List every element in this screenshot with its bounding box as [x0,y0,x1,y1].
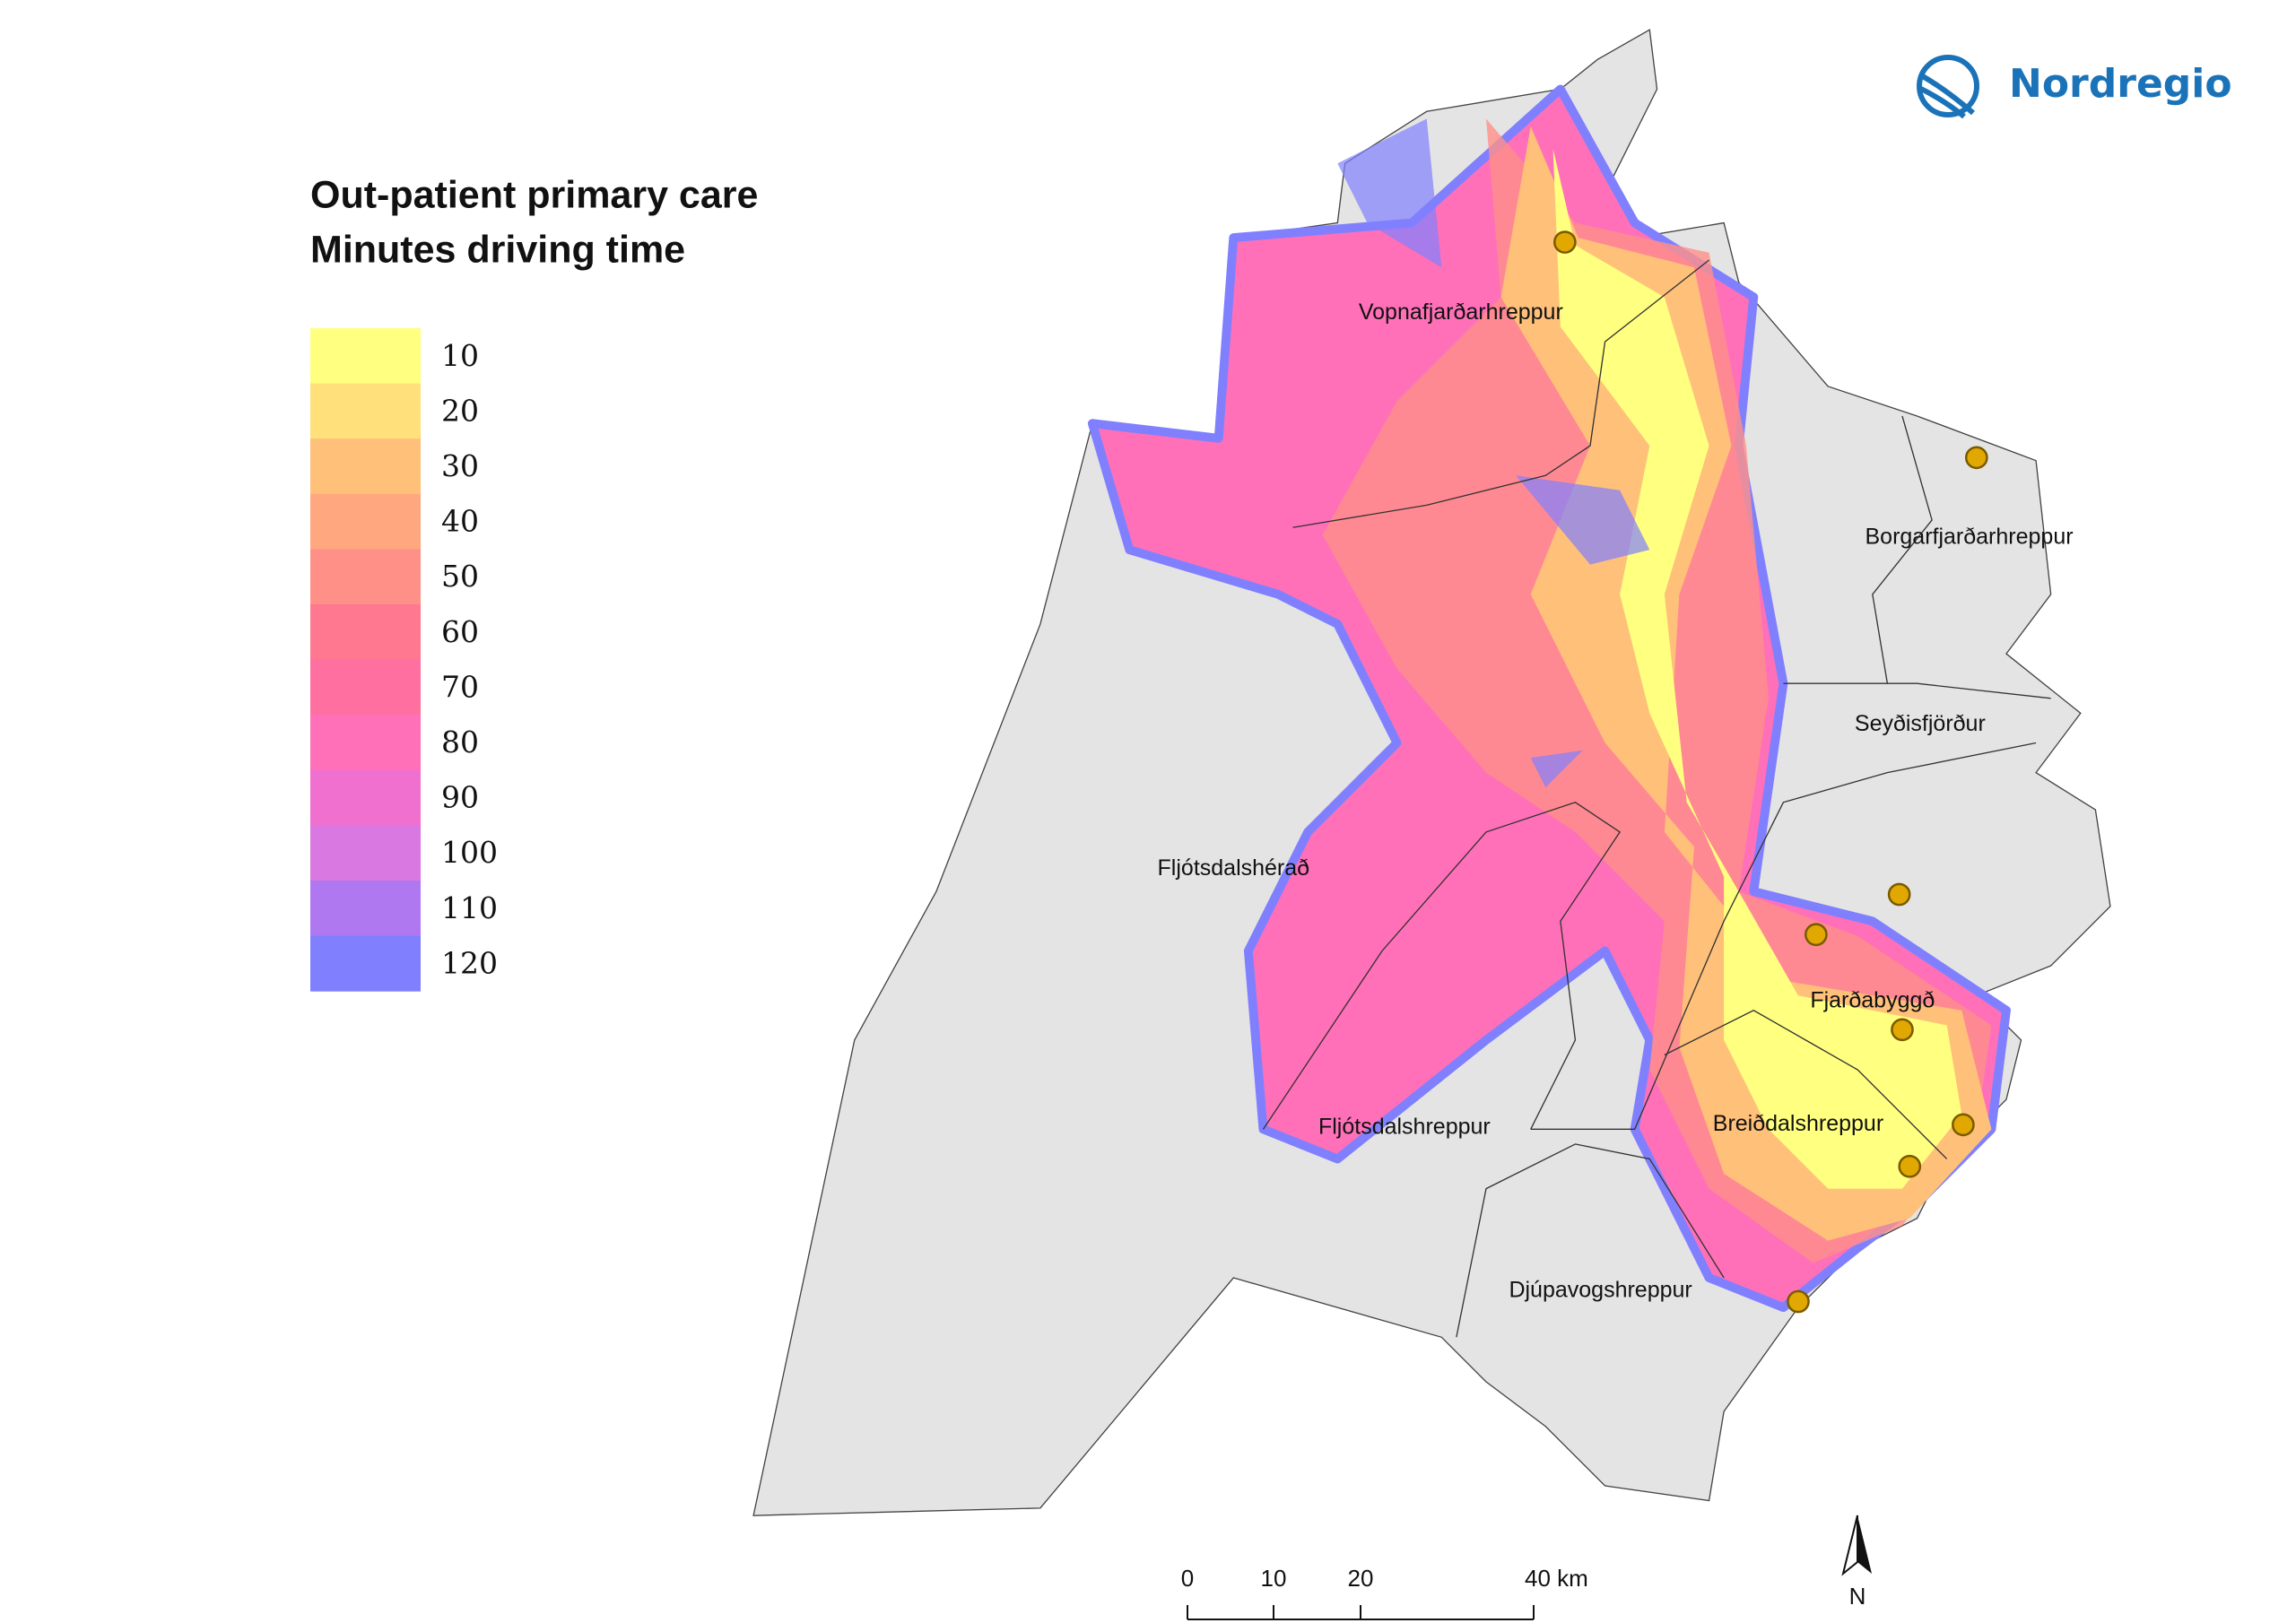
municipal-border [1783,682,2051,699]
legend: 10 20 30 40 50 60 70 80 90 100 110 120 [310,328,498,992]
logo-mark [1917,55,1979,119]
legend-swatch [310,493,421,550]
legend-label: 40 [441,504,479,539]
legend-swatch [310,604,421,661]
zone-10 [1552,148,1962,1189]
legend-swatch [310,769,421,826]
legend-label: 120 [441,945,498,980]
health-centre [1952,1113,1975,1137]
legend-swatch [310,935,421,992]
municipal-border [1530,742,2037,1130]
legend-label: 80 [441,725,479,759]
health-centre [1891,1018,1914,1042]
legend-swatch [310,328,421,385]
health-centre [1805,923,1828,947]
health-centre [1887,882,1911,907]
legend-swatch [310,383,421,439]
health-centres [1552,230,1988,1314]
place-label: Borgarfjarðarhreppur [1865,524,2073,549]
place-label: Seyðisfjörður [1855,711,1986,736]
health-centre [1552,230,1577,254]
legend-swatch [310,438,421,495]
legend-label: 30 [441,448,479,483]
legend-label: 110 [441,890,498,925]
municipal-border [1664,1010,1948,1159]
place-labels: Vopnafjarðarhreppur Borgarfjarðarhreppur S… [1158,299,2074,1302]
legend-swatch [310,549,421,605]
scale-bar [1187,1605,1535,1620]
place-label: Breiðdalshreppur [1713,1111,1883,1136]
north-arrow [1841,1515,1858,1576]
zone-120-pocket [1516,475,1650,565]
health-centre [1787,1289,1810,1314]
north-arrow [1857,1515,1872,1574]
scale-label: 10 [1261,1565,1287,1592]
legend-swatch [310,825,421,881]
legend-swatch [310,659,421,716]
place-label: Fjarðabyggð [1810,987,1935,1012]
legend-swatch [310,715,421,771]
place-label: Fljótsdalshreppur [1318,1114,1491,1139]
health-centre [1898,1154,1922,1178]
zone-120-pocket [1530,750,1583,788]
legend-label: 70 [441,669,479,704]
north-label: N [1849,1583,1866,1610]
scale-label: 20 [1348,1565,1374,1592]
legend-label: 90 [441,780,479,815]
municipal-border [1872,415,1933,684]
legend-swatch [310,881,421,937]
municipal-border [1292,259,1709,528]
place-label: Fljótsdalshérað [1158,855,1310,881]
place-label: Vopnafjarðarhreppur [1359,299,1563,325]
scale-label: 40 km [1525,1565,1588,1592]
zone-120-pocket [1337,118,1442,268]
scale-label: 0 [1181,1565,1194,1592]
place-label: Djúpavogshreppur [1509,1278,1692,1303]
legend-label: 50 [441,559,479,594]
health-centre [1964,446,1988,470]
legend-label: 100 [441,835,498,870]
municipal-border [1262,802,1622,1130]
title-line: Out-patient primary care [310,173,758,216]
map-layers [752,29,2111,1516]
legend-label: 10 [441,338,479,373]
logo-text: Nordregio [2009,61,2232,107]
legend-label: 60 [441,614,479,649]
title-line: Minutes driving time [310,228,685,271]
legend-label: 20 [441,393,479,428]
municipal-border [1456,1143,1725,1338]
